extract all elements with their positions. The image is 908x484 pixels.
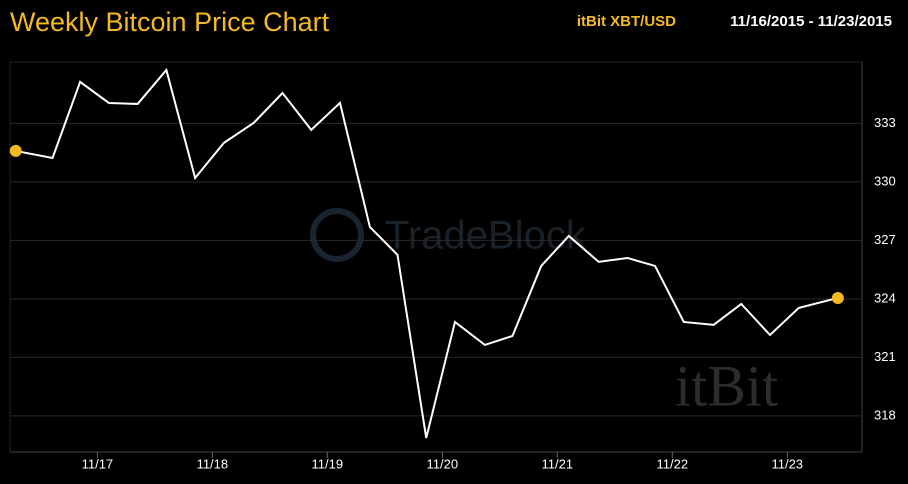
y-tick-label: 324 <box>874 290 896 305</box>
x-tick-label: 11/20 <box>427 456 459 471</box>
pair-label: itBit XBT/USD <box>577 13 676 30</box>
x-tick-label: 11/17 <box>82 456 114 471</box>
endpoint-marker <box>831 291 844 304</box>
date-range: 11/16/2015 - 11/23/2015 <box>730 13 892 30</box>
watermark: TradeBlock <box>385 214 587 258</box>
x-tick-label: 11/22 <box>656 456 688 471</box>
x-tick-label: 11/18 <box>197 456 229 471</box>
x-tick-label: 11/19 <box>312 456 344 471</box>
y-tick-label: 327 <box>874 232 896 247</box>
y-tick-label: 321 <box>874 349 896 364</box>
watermark-logo <box>310 208 364 262</box>
endpoint-marker <box>9 144 22 157</box>
watermark: itBit <box>675 353 778 418</box>
x-tick-label: 11/21 <box>542 456 574 471</box>
y-tick-label: 318 <box>874 407 896 422</box>
price-line <box>15 67 839 439</box>
y-tick-label: 333 <box>874 115 896 130</box>
x-tick-label: 11/23 <box>771 456 803 471</box>
chart-title: Weekly Bitcoin Price Chart <box>10 7 330 37</box>
y-tick-label: 330 <box>874 173 896 188</box>
